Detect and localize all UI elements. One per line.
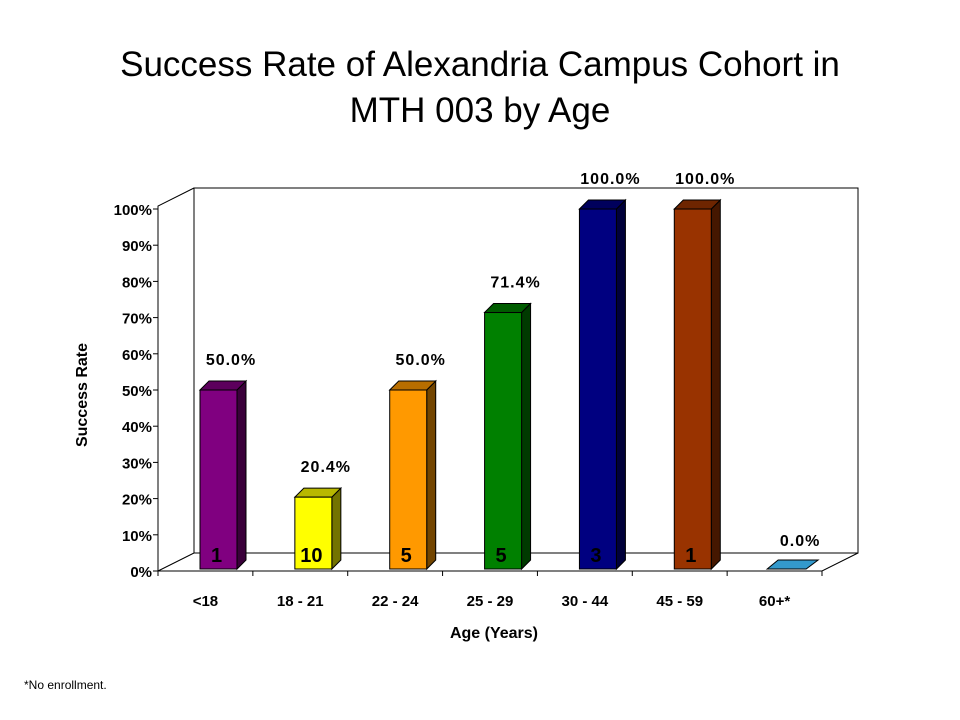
bar-side xyxy=(426,379,437,571)
bar-flat xyxy=(765,559,820,570)
count-label: 1 xyxy=(685,545,696,567)
count-label: 3 xyxy=(590,545,601,567)
value-label: 0.0% xyxy=(780,533,820,550)
count-label: 5 xyxy=(496,545,507,567)
y-axis-label: Success Rate xyxy=(74,343,91,447)
y-tick-label: 70% xyxy=(122,311,152,328)
bar-side xyxy=(331,486,342,571)
value-label: 100.0% xyxy=(580,171,640,188)
x-tick-label: 60+* xyxy=(759,593,790,610)
value-label: 71.4% xyxy=(490,275,540,292)
bars: 50.0%120.4%1050.0%571.4%5100.0%3100.0%10… xyxy=(198,171,820,571)
bar-side xyxy=(521,302,532,571)
y-tick-label: 100% xyxy=(114,202,152,219)
x-tick-label: 45 - 59 xyxy=(656,593,703,610)
bar-front xyxy=(294,496,333,570)
bar-side xyxy=(615,198,626,571)
bar: 100.0% 1 xyxy=(673,171,735,571)
value-label: 100.0% xyxy=(675,171,735,188)
bar-side xyxy=(710,198,721,571)
bar-front xyxy=(484,312,523,570)
y-tick-label: 60% xyxy=(122,347,152,364)
bar-side xyxy=(236,379,247,571)
x-tick-label: 22 - 24 xyxy=(372,593,419,610)
x-tick-label: 18 - 21 xyxy=(277,593,324,610)
bar: 50.0% 1 xyxy=(198,352,256,571)
y-tick-label: 0% xyxy=(130,564,152,581)
chart-title: Success Rate of Alexandria Campus Cohort… xyxy=(80,42,880,134)
x-axis-ticks: <18 18 - 21 22 - 24 25 - 29 30 - 44 45 - 59 60… xyxy=(157,571,823,610)
x-tick-label: <18 xyxy=(193,593,218,610)
x-axis-label: Age (Years) xyxy=(450,625,538,642)
bar-front xyxy=(673,208,712,570)
y-tick-label: 80% xyxy=(122,274,152,291)
value-label: 20.4% xyxy=(301,459,351,476)
y-tick-label: 40% xyxy=(122,419,152,436)
bar: 20.4% 10 xyxy=(293,459,351,571)
left-wall xyxy=(157,187,195,571)
chart-title-line-1: Success Rate of Alexandria Campus Cohort… xyxy=(120,45,840,84)
bar: 50.0% 5 xyxy=(388,352,446,571)
value-label: 50.0% xyxy=(396,352,446,369)
y-axis-ticks: 0% 10% 20% 30% 40% 50% 60% 70% 80% 90% 100% xyxy=(114,202,158,581)
y-tick-label: 50% xyxy=(122,383,152,400)
value-label: 50.0% xyxy=(206,352,256,369)
x-tick-label: 30 - 44 xyxy=(562,593,609,610)
bar-front xyxy=(578,208,617,570)
y-tick-label: 90% xyxy=(122,238,152,255)
count-label: 1 xyxy=(211,545,222,567)
bar: 71.4% 5 xyxy=(483,275,540,571)
count-label: 5 xyxy=(401,545,412,567)
x-tick-label: 25 - 29 xyxy=(467,593,514,610)
count-label: 10 xyxy=(300,545,322,567)
bar-front xyxy=(199,389,238,570)
chart-title-line-2: MTH 003 by Age xyxy=(349,91,611,130)
floor-left-edge xyxy=(157,552,195,572)
bar: 100.0% 3 xyxy=(578,171,640,571)
y-tick-label: 30% xyxy=(122,455,152,472)
bar-front xyxy=(389,389,428,570)
y-tick-label: 10% xyxy=(122,528,152,545)
y-tick-label: 20% xyxy=(122,492,152,509)
footnote: *No enrollment. xyxy=(24,678,107,692)
bar: 0.0% xyxy=(765,533,820,570)
